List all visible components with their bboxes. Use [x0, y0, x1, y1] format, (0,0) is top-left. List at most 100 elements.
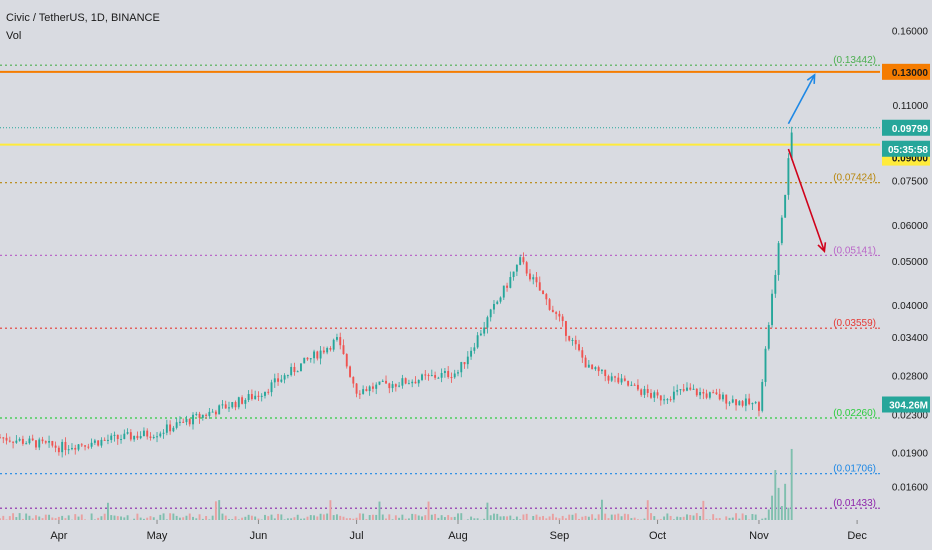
candle-body — [385, 380, 387, 384]
candle-body — [659, 395, 662, 401]
volume-bar — [780, 506, 783, 520]
volume-bar — [705, 519, 708, 520]
volume-bar — [21, 518, 24, 520]
level-badge-text: 0.09000 — [892, 154, 929, 165]
volume-bar — [319, 513, 322, 520]
time-axis: Apr May Jun Jul Aug Sep Oct Nov Dec — [50, 520, 867, 542]
volume-bar — [699, 515, 702, 520]
volume-bars — [0, 448, 793, 520]
volume-bar — [646, 500, 649, 520]
candle-body — [44, 441, 47, 443]
price-axis: 0.16000 0.11000 0.07500 0.06000 0.05000 0.040… — [880, 0, 932, 550]
candle-body — [401, 378, 404, 386]
candle-body — [342, 345, 345, 355]
candle-body — [221, 404, 224, 406]
volume-bar — [142, 518, 145, 520]
symbol-title: Civic / TetherUS, 1D, BINANCE — [6, 12, 160, 24]
level-label: (0.05141) — [833, 245, 876, 256]
candle-body — [15, 440, 18, 443]
volume-bar — [280, 514, 283, 520]
volume-bar — [25, 513, 28, 520]
volume-bar — [686, 514, 688, 520]
candle-body — [656, 392, 659, 396]
y-tick-label: 0.02300 — [892, 411, 929, 422]
volume-bar — [483, 518, 486, 520]
candle-body — [411, 381, 414, 384]
candle-body — [306, 357, 309, 360]
volume-bar — [659, 519, 662, 520]
volume-bar — [679, 517, 682, 520]
volume-bar — [761, 518, 764, 520]
candle-body — [437, 377, 440, 379]
candle-body — [84, 445, 87, 447]
candle-body — [780, 217, 783, 244]
candle-body — [617, 377, 620, 383]
volume-bar — [113, 515, 116, 520]
candle-body — [525, 262, 528, 274]
volume-bar — [290, 518, 293, 520]
candle-body — [731, 399, 734, 403]
candle-body — [87, 446, 90, 448]
candle-body — [156, 436, 158, 438]
candle-body — [702, 392, 705, 394]
candle-body — [116, 434, 119, 440]
volume-bar — [28, 515, 31, 520]
volume-bar — [764, 517, 767, 520]
volume-bar — [725, 516, 728, 520]
x-tick-label: Aug — [448, 530, 468, 542]
candle-body — [110, 435, 113, 440]
arrow-head — [817, 242, 827, 253]
volume-bar — [97, 517, 100, 520]
x-tick-label: May — [147, 530, 168, 542]
candle-body — [260, 395, 263, 397]
volume-bar — [682, 516, 685, 520]
candle-body — [623, 378, 626, 381]
candle-body — [561, 316, 564, 322]
volume-bar — [381, 514, 384, 520]
volume-bar — [31, 518, 34, 520]
volume-bar — [309, 515, 312, 520]
volume-bar — [489, 515, 492, 520]
candle-body — [54, 445, 57, 448]
candle-body — [74, 447, 77, 450]
candle-body — [237, 397, 240, 408]
candle-body — [771, 293, 773, 326]
volume-bar — [636, 519, 639, 520]
volume-bar — [15, 517, 18, 520]
candle-body — [300, 363, 302, 372]
volume-bar — [120, 516, 122, 520]
candle-body — [25, 443, 28, 445]
volume-bar — [466, 519, 469, 520]
volume-bar — [365, 519, 368, 520]
volume-bar — [345, 518, 348, 520]
candle-body — [597, 367, 600, 372]
volume-bar — [391, 519, 394, 520]
volume-bar — [669, 515, 672, 520]
candle-body — [228, 407, 230, 409]
candle-body — [329, 348, 332, 350]
volume-bar — [584, 515, 587, 520]
y-tick-label: 0.07500 — [892, 177, 929, 188]
candle-body — [460, 362, 463, 373]
candle-body — [512, 271, 515, 278]
candle-body — [18, 438, 21, 441]
candle-body — [51, 441, 54, 446]
candle-body — [751, 403, 754, 405]
volume-bar — [44, 514, 47, 520]
volume-bar — [718, 518, 721, 520]
level-badge-text: 0.13000 — [892, 68, 929, 79]
volume-bar — [80, 514, 83, 520]
candle-body — [414, 381, 417, 384]
candle-body — [676, 390, 679, 392]
volume-bar — [555, 517, 558, 520]
volume-bar — [414, 514, 417, 520]
candle-body — [761, 381, 764, 411]
candle-body — [672, 391, 675, 400]
volume-bar — [771, 495, 773, 520]
volume-bar — [12, 513, 15, 520]
candle-body — [614, 376, 616, 378]
volume-bar — [116, 516, 119, 520]
candle-body — [5, 437, 8, 441]
